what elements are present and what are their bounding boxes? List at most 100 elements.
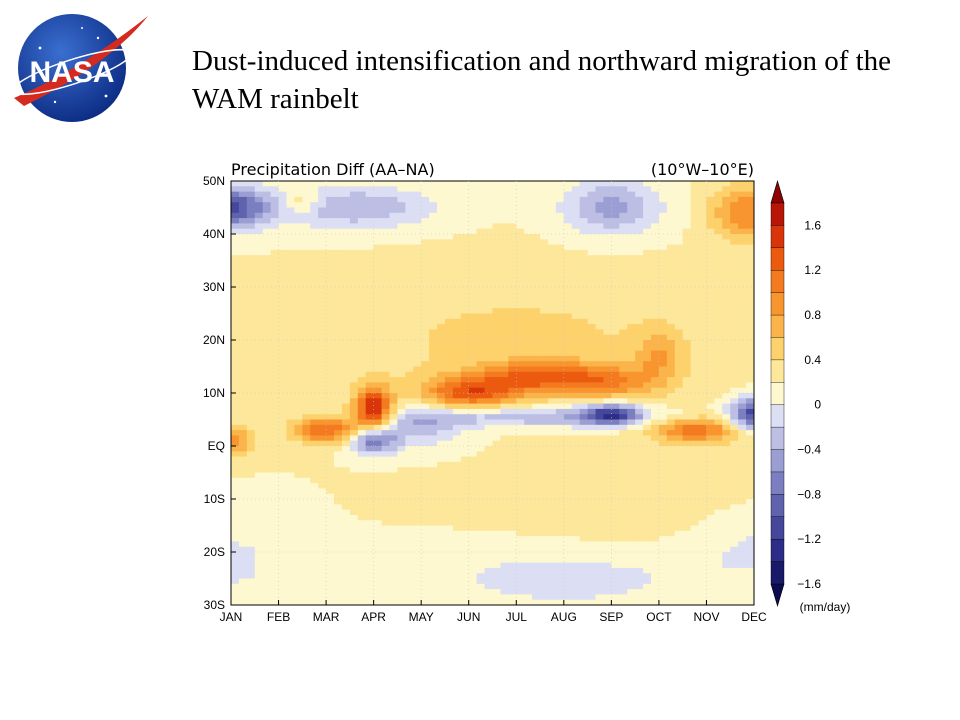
- heatmap-cell: [460, 599, 470, 606]
- heatmap-cell: [611, 504, 620, 510]
- heatmap-cell: [650, 181, 660, 187]
- heatmap-cell: [444, 377, 454, 383]
- heatmap-cell: [619, 340, 628, 346]
- heatmap-cell: [690, 265, 699, 272]
- heatmap-cell: [698, 308, 707, 314]
- heatmap-cell: [547, 562, 557, 569]
- heatmap-cell: [341, 255, 351, 261]
- heatmap-cell: [381, 467, 390, 473]
- heatmap-cell: [349, 234, 359, 240]
- heatmap-cell: [381, 223, 390, 230]
- heatmap-cell: [278, 599, 287, 606]
- heatmap-cell: [262, 302, 272, 309]
- heatmap-cell: [318, 583, 327, 590]
- heatmap-cell: [484, 541, 493, 548]
- heatmap-cell: [238, 377, 248, 383]
- heatmap-cell: [460, 451, 470, 457]
- heatmap-cell: [437, 456, 446, 463]
- heatmap-cell: [460, 408, 470, 415]
- heatmap-cell: [238, 435, 248, 442]
- heatmap-cell: [516, 578, 525, 585]
- heatmap-cell: [238, 408, 248, 415]
- heatmap-cell: [452, 371, 462, 378]
- heatmap-cell: [381, 536, 390, 542]
- heatmap-cell: [405, 366, 414, 373]
- heatmap-cell: [437, 255, 446, 261]
- heatmap-cell: [238, 186, 248, 192]
- heatmap-cell: [468, 361, 478, 367]
- heatmap-cell: [389, 223, 398, 230]
- heatmap-cell: [334, 589, 343, 595]
- heatmap-cell: [270, 223, 279, 230]
- heatmap-cell: [246, 366, 256, 373]
- heatmap-cell: [349, 514, 359, 521]
- heatmap-cell: [437, 583, 446, 590]
- heatmap-cell: [698, 361, 707, 367]
- heatmap-cell: [278, 361, 287, 367]
- heatmap-cell: [334, 276, 343, 283]
- heatmap-cell: [334, 483, 343, 489]
- heatmap-cell: [563, 382, 573, 389]
- heatmap-cell: [682, 302, 691, 309]
- heatmap-cell: [508, 467, 517, 473]
- heatmap-cell: [405, 292, 414, 298]
- heatmap-cell: [421, 292, 430, 298]
- heatmap-cell: [373, 239, 382, 245]
- heatmap-cell: [349, 536, 359, 542]
- heatmap-cell: [674, 393, 684, 399]
- heatmap-cell: [690, 446, 699, 452]
- heatmap-cell: [540, 340, 549, 346]
- heatmap-cell: [579, 440, 588, 447]
- heatmap-cell: [381, 430, 390, 436]
- heatmap-cell: [246, 578, 256, 585]
- heatmap-cell: [231, 451, 240, 457]
- heatmap-cell: [619, 430, 628, 436]
- heatmap-cell: [603, 186, 612, 192]
- heatmap-cell: [460, 355, 470, 362]
- heatmap-cell: [231, 578, 240, 585]
- heatmap-cell: [341, 430, 351, 436]
- heatmap-cell: [246, 461, 256, 468]
- heatmap-cell: [571, 567, 581, 574]
- heatmap-cell: [587, 499, 596, 505]
- heatmap-cell: [238, 371, 248, 378]
- heatmap-cell: [389, 477, 398, 484]
- heatmap-cell: [286, 456, 295, 463]
- heatmap-cell: [286, 196, 295, 203]
- heatmap-cell: [579, 424, 588, 431]
- heatmap-cell: [246, 520, 256, 526]
- heatmap-cell: [682, 456, 691, 463]
- heatmap-cell: [508, 271, 517, 277]
- heatmap-cell: [476, 234, 485, 240]
- heatmap-cell: [278, 440, 287, 447]
- heatmap-cell: [389, 509, 398, 516]
- heatmap-cell: [603, 196, 612, 203]
- heatmap-cell: [690, 371, 699, 378]
- heatmap-cell: [563, 196, 573, 203]
- heatmap-cell: [310, 223, 319, 230]
- heatmap-cell: [547, 546, 557, 553]
- heatmap-cell: [611, 541, 620, 548]
- heatmap-cell: [587, 377, 596, 383]
- heatmap-cell: [326, 461, 335, 468]
- heatmap-cell: [508, 451, 517, 457]
- heatmap-cell: [619, 186, 628, 192]
- heatmap-cell: [413, 493, 422, 500]
- heatmap-cell: [286, 514, 295, 521]
- heatmap-cell: [540, 313, 549, 320]
- heatmap-cell: [429, 440, 438, 447]
- heatmap-cell: [286, 467, 295, 473]
- heatmap-cell: [500, 334, 509, 341]
- heatmap-cell: [698, 260, 707, 267]
- heatmap-cell: [429, 419, 438, 426]
- heatmap-cell: [516, 599, 525, 606]
- heatmap-cell: [698, 340, 707, 346]
- heatmap-cell: [658, 583, 668, 590]
- heatmap-cell: [318, 483, 327, 489]
- heatmap-cell: [587, 297, 596, 304]
- heatmap-cell: [690, 313, 699, 320]
- heatmap-cell: [603, 530, 612, 537]
- heatmap-cell: [524, 318, 533, 325]
- heatmap-cell: [674, 271, 684, 277]
- heatmap-cell: [302, 292, 311, 298]
